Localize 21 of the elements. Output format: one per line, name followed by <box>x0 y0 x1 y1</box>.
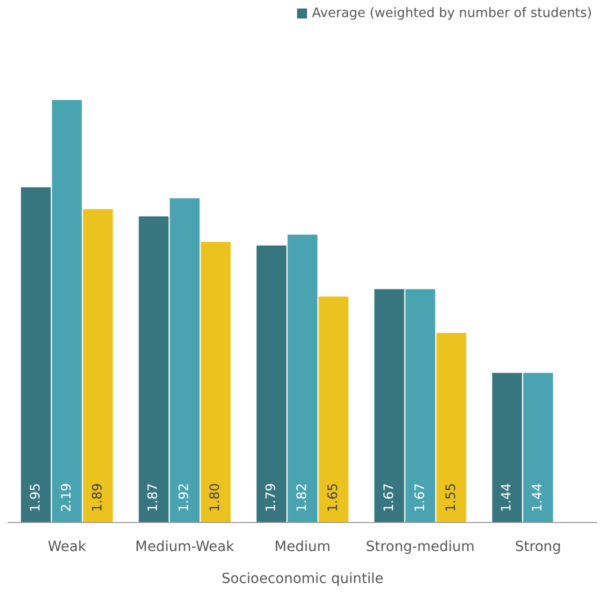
data-label: 1.89 <box>90 483 106 512</box>
data-label: 1.92 <box>177 483 192 512</box>
data-label: 1.67 <box>412 483 428 512</box>
data-label: 1.82 <box>295 483 310 512</box>
legend-label: Average (weighted by number of students) <box>312 6 592 21</box>
data-label: 1.79 <box>264 483 279 512</box>
data-label: 1.65 <box>326 483 342 512</box>
data-label: 1.80 <box>208 483 224 512</box>
data-label: 1.55 <box>444 483 459 512</box>
x-tick-label: Strong <box>515 539 562 555</box>
data-label: 2.19 <box>59 483 74 512</box>
data-label: 1.87 <box>146 483 162 512</box>
x-tick-label: Medium-Weak <box>135 539 235 555</box>
data-label: 1.95 <box>28 483 44 512</box>
data-label: 1.44 <box>530 483 546 512</box>
x-axis-title: Socioeconomic quintile <box>222 571 384 587</box>
x-tick-label: Strong-medium <box>366 539 475 555</box>
data-label: 1.44 <box>500 483 515 512</box>
x-tick-label: Medium <box>274 539 330 555</box>
x-tick-label: Weak <box>48 539 87 555</box>
data-label: 1.67 <box>382 483 397 512</box>
